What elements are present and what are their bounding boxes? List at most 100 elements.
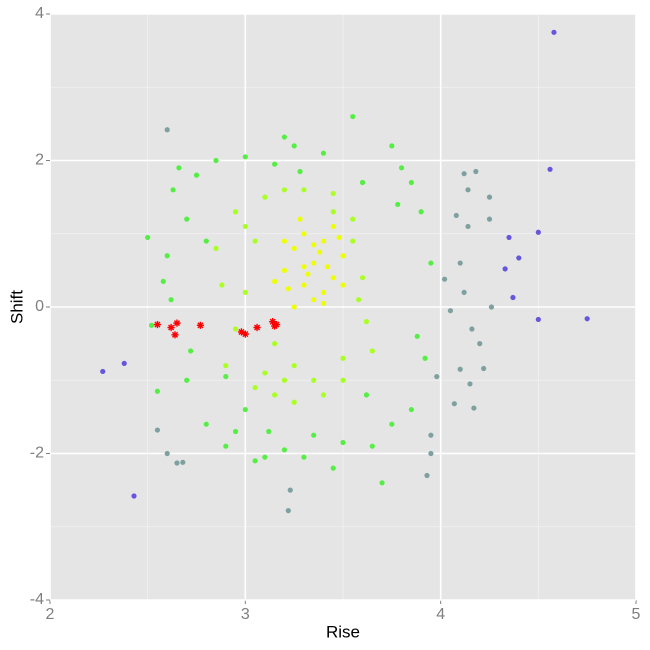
point xyxy=(232,326,239,332)
y-tick-label: 0 xyxy=(35,298,44,315)
point xyxy=(145,234,151,241)
point xyxy=(281,134,287,140)
point xyxy=(121,360,127,367)
point xyxy=(486,194,493,200)
point xyxy=(465,223,471,230)
star-point xyxy=(272,320,281,329)
point xyxy=(488,304,495,310)
point xyxy=(281,267,287,273)
point xyxy=(297,216,303,222)
point xyxy=(154,388,161,394)
star-point xyxy=(253,323,261,332)
x-tick-label: 2 xyxy=(46,606,55,623)
x-axis-title: Rise xyxy=(326,622,360,641)
point xyxy=(428,432,434,438)
point xyxy=(320,150,327,156)
point xyxy=(164,253,170,259)
point xyxy=(457,260,463,266)
point xyxy=(395,201,401,208)
point xyxy=(272,278,278,284)
point xyxy=(461,171,467,177)
point xyxy=(330,209,336,215)
point xyxy=(350,113,356,120)
star-point xyxy=(167,323,175,332)
point xyxy=(434,373,440,380)
point xyxy=(535,316,541,323)
point xyxy=(389,421,395,427)
star-point xyxy=(171,331,179,339)
point xyxy=(424,472,430,479)
point xyxy=(467,381,473,387)
point xyxy=(457,366,463,372)
point xyxy=(252,384,258,391)
point xyxy=(291,143,297,149)
point xyxy=(340,253,346,259)
point xyxy=(301,231,307,237)
point xyxy=(262,194,268,200)
y-axis-title: Shift xyxy=(7,290,26,324)
point xyxy=(330,275,336,281)
x-tick-label: 3 xyxy=(241,606,250,623)
point xyxy=(252,238,258,244)
point xyxy=(281,187,287,193)
point xyxy=(486,216,493,222)
point xyxy=(584,316,590,322)
point xyxy=(311,260,317,266)
point xyxy=(447,308,454,314)
point xyxy=(418,209,424,215)
x-tick-label: 5 xyxy=(632,606,641,623)
point xyxy=(203,421,209,427)
point xyxy=(320,238,327,244)
point xyxy=(272,392,278,398)
point xyxy=(356,297,362,303)
point xyxy=(301,187,307,193)
point xyxy=(297,168,303,175)
point xyxy=(451,401,457,407)
star-point xyxy=(196,321,205,329)
point xyxy=(311,377,317,383)
point xyxy=(340,282,346,288)
x-tick-label: 4 xyxy=(436,606,445,623)
point xyxy=(291,399,297,405)
point xyxy=(453,212,459,219)
point xyxy=(272,161,278,167)
point xyxy=(100,368,106,375)
point xyxy=(232,209,239,215)
point xyxy=(287,487,293,493)
point xyxy=(291,304,297,310)
point xyxy=(330,223,336,230)
point xyxy=(316,249,323,255)
point xyxy=(330,465,336,471)
point xyxy=(477,341,483,347)
point xyxy=(242,154,248,160)
point xyxy=(428,450,434,457)
point xyxy=(311,432,317,438)
point xyxy=(223,443,229,449)
point xyxy=(363,319,370,325)
point xyxy=(168,297,174,303)
point xyxy=(213,157,219,164)
point xyxy=(213,245,219,251)
point xyxy=(340,355,346,361)
point xyxy=(252,458,258,464)
point xyxy=(516,255,522,261)
point xyxy=(502,266,508,272)
y-tick-label: 4 xyxy=(35,5,44,22)
point xyxy=(359,275,366,281)
point xyxy=(184,216,190,222)
point xyxy=(473,168,479,175)
point xyxy=(170,187,176,193)
point xyxy=(176,165,182,171)
point xyxy=(369,443,375,449)
point xyxy=(291,363,297,369)
point xyxy=(301,454,307,460)
point xyxy=(305,271,311,277)
point xyxy=(350,216,356,222)
point xyxy=(441,276,448,282)
point xyxy=(324,264,330,270)
point xyxy=(232,428,239,435)
point xyxy=(164,127,170,133)
point xyxy=(242,406,248,413)
point xyxy=(193,172,200,178)
